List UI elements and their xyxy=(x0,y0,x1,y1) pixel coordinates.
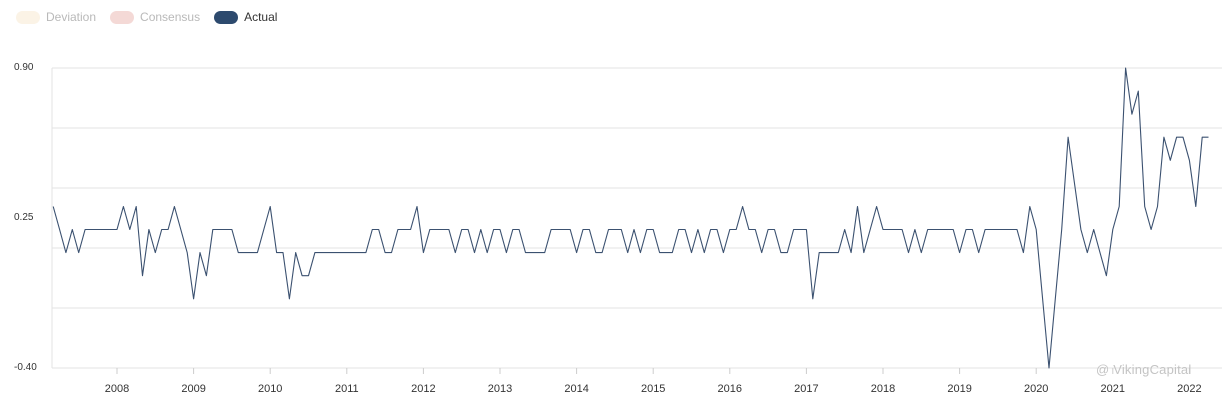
y-tick-label: 0.90 xyxy=(14,62,34,73)
x-tick-label: 2020 xyxy=(1024,383,1048,395)
legend: Deviation Consensus Actual xyxy=(16,10,277,24)
grid-lines xyxy=(51,67,1222,369)
legend-label: Consensus xyxy=(140,10,201,24)
legend-swatch xyxy=(110,10,135,24)
x-tick-label: 2017 xyxy=(794,383,818,395)
x-tick-label: 2014 xyxy=(564,383,588,395)
legend-item-actual[interactable]: Actual xyxy=(214,10,277,24)
watermark: @ VikingCapital xyxy=(1096,362,1192,377)
legend-swatch xyxy=(16,10,40,24)
x-tick-label: 2009 xyxy=(181,383,205,395)
x-axis: 2008 2009 2010 2011 2012 2013 2014 2015 2016 2017… xyxy=(105,368,1202,395)
x-tick-label: 2016 xyxy=(718,383,742,395)
series-line-actual xyxy=(52,67,1209,369)
x-tick-label: 2021 xyxy=(1101,383,1125,395)
legend-swatch xyxy=(214,10,239,24)
x-tick-label: 2022 xyxy=(1177,383,1201,395)
legend-label: Deviation xyxy=(46,10,97,24)
legend-item-consensus[interactable]: Consensus xyxy=(110,10,200,24)
legend-item-deviation[interactable]: Deviation xyxy=(16,10,96,24)
y-tick-label: -0.40 xyxy=(14,362,37,373)
x-tick-label: 2008 xyxy=(105,383,129,395)
x-tick-label: 2011 xyxy=(335,383,359,395)
x-tick-label: 2010 xyxy=(258,383,282,395)
x-tick-label: 2013 xyxy=(488,383,512,395)
y-axis: 0.90 0.25 -0.40 xyxy=(14,62,37,373)
y-tick-label: 0.25 xyxy=(14,212,34,223)
x-tick-label: 2015 xyxy=(641,383,665,395)
series-layer xyxy=(52,67,1209,369)
x-tick-label: 2012 xyxy=(411,383,435,395)
x-tick-label: 2018 xyxy=(871,383,895,395)
legend-label: Actual xyxy=(244,10,278,24)
x-tick-label: 2019 xyxy=(947,383,971,395)
